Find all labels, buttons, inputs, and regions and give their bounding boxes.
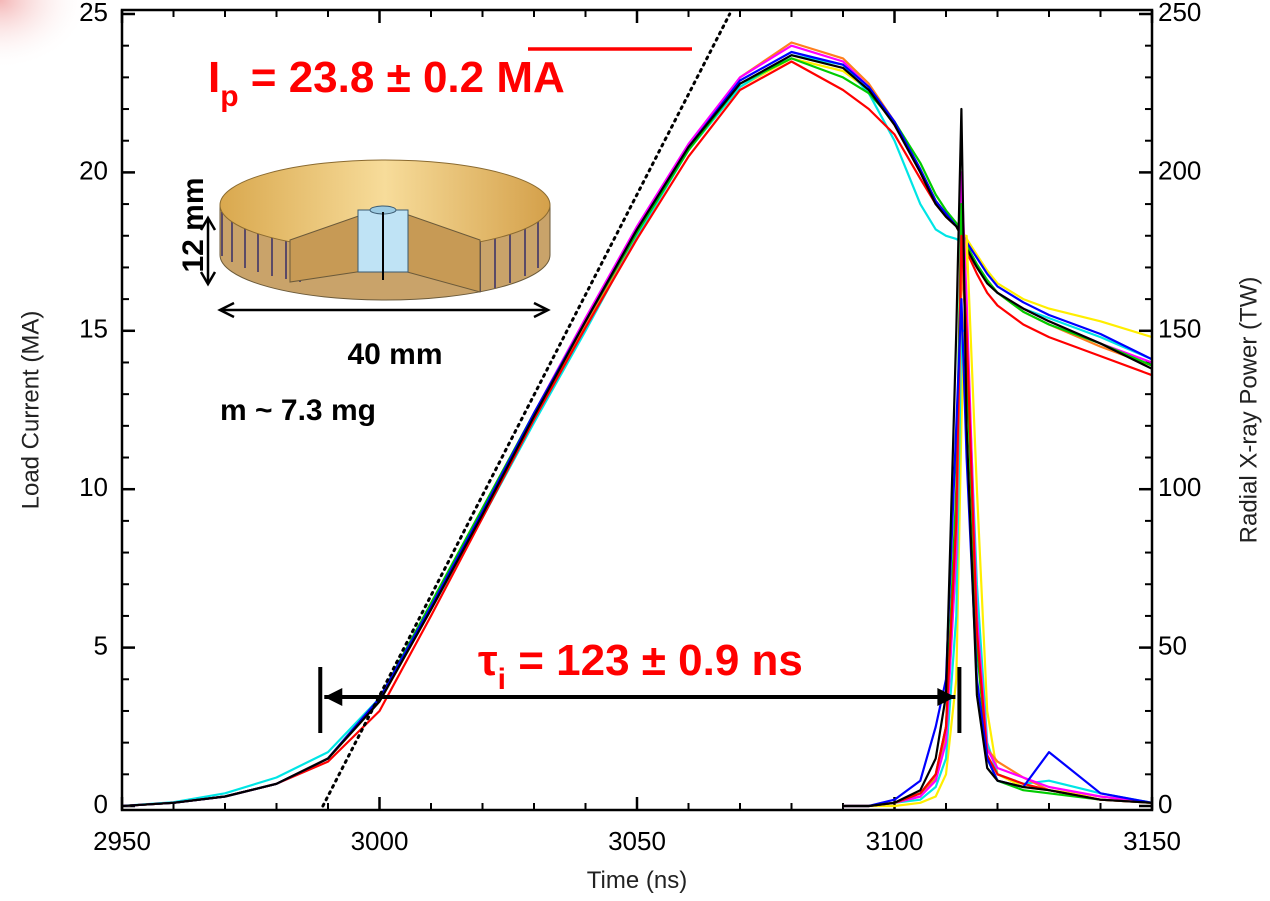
power-line bbox=[843, 234, 1153, 808]
inset-diagram bbox=[199, 159, 551, 319]
current-line bbox=[121, 57, 1153, 808]
power-line bbox=[843, 203, 1153, 808]
y-tick-label: 5 bbox=[94, 630, 108, 660]
power-line bbox=[843, 234, 1153, 808]
corner-glow bbox=[0, 0, 90, 70]
arrowhead bbox=[937, 688, 956, 706]
x-tick-label: 3100 bbox=[866, 826, 924, 856]
implosion-time-label: τi = 123 ± 0.9 ns bbox=[478, 636, 803, 696]
plot-area: 2950 3000 3050 3100 315005101520250501001502… bbox=[17, 0, 1262, 894]
y2-tick-label: 150 bbox=[1158, 314, 1201, 344]
y2-tick-label: 0 bbox=[1158, 789, 1172, 819]
y-tick-label: 10 bbox=[79, 472, 108, 502]
y-tick-label: 20 bbox=[79, 155, 108, 185]
y-axis-title: Load Current (MA) bbox=[17, 311, 44, 510]
current-line bbox=[121, 57, 1153, 808]
x-axis-title: Time (ns) bbox=[587, 867, 687, 894]
current-line bbox=[121, 50, 1153, 808]
power-line bbox=[843, 171, 1153, 808]
fit-line bbox=[321, 12, 732, 808]
y2-tick-label: 200 bbox=[1158, 155, 1201, 185]
inset-mass-label: m ~ 7.3 mg bbox=[220, 394, 376, 427]
arrowhead bbox=[324, 688, 343, 706]
inset-height-label: 12 mm bbox=[177, 177, 210, 272]
symbol: τ bbox=[478, 636, 498, 685]
inset-diameter-label: 40 mm bbox=[347, 338, 442, 371]
power-line bbox=[843, 107, 1153, 808]
y2-tick-label: 250 bbox=[1158, 0, 1201, 27]
y2-tick-label: 50 bbox=[1158, 630, 1187, 660]
x-tick-label: 3150 bbox=[1123, 826, 1181, 856]
y2-axis-title: Radial X-ray Power (TW) bbox=[1235, 277, 1262, 544]
label-text: = 123 ± 0.9 ns bbox=[506, 636, 803, 685]
y-tick-label: 25 bbox=[79, 0, 108, 27]
y-tick-label: 15 bbox=[79, 314, 108, 344]
plot-frame bbox=[120, 8, 1154, 812]
y-tick-label: 0 bbox=[94, 789, 108, 819]
x-tick-label: 3050 bbox=[608, 826, 666, 856]
x-tick-label: 3000 bbox=[351, 826, 409, 856]
power-line bbox=[843, 298, 1153, 808]
subscript: i bbox=[498, 663, 506, 696]
label-text: = 23.8 ± 0.2 MA bbox=[239, 53, 565, 102]
y2-tick-label: 100 bbox=[1158, 472, 1201, 502]
x-tick-label: 2950 bbox=[93, 826, 151, 856]
current-line bbox=[121, 60, 1153, 808]
current-line bbox=[121, 54, 1153, 808]
subscript: p bbox=[220, 80, 238, 113]
current-line bbox=[121, 54, 1153, 808]
peak-current-label: Ip = 23.8 ± 0.2 MA bbox=[208, 53, 565, 113]
symbol: I bbox=[208, 53, 220, 102]
power-line bbox=[843, 329, 1153, 808]
